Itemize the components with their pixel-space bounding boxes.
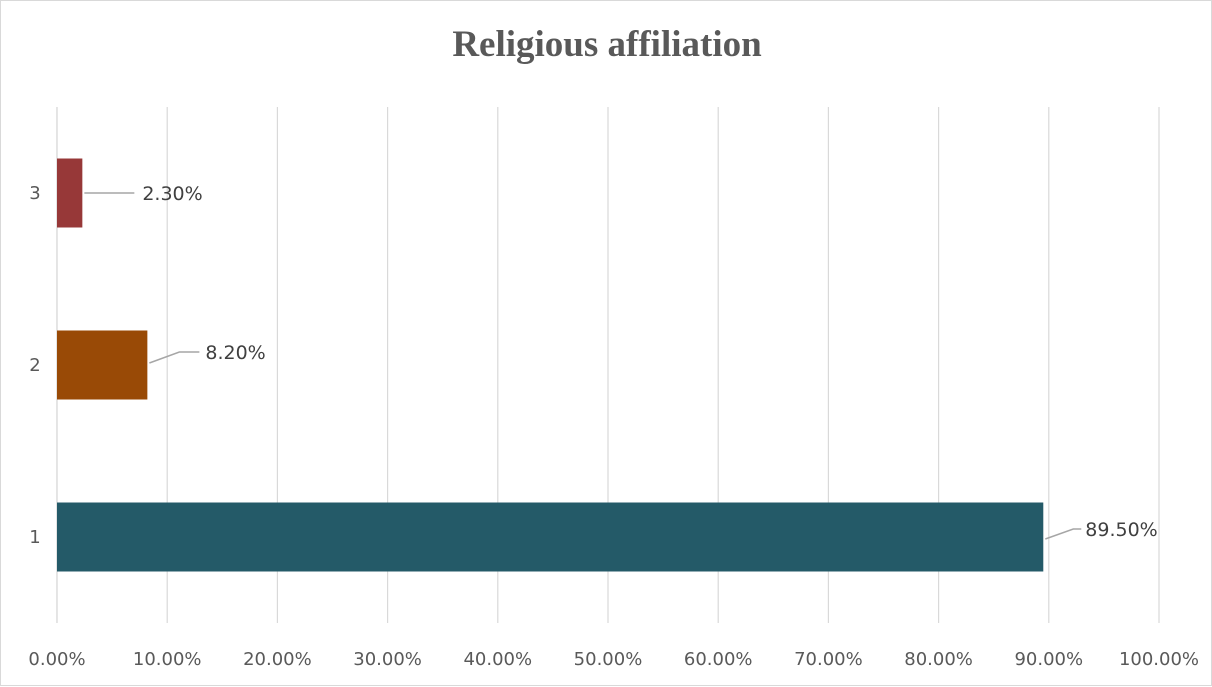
leader-line-2	[149, 351, 200, 364]
x-tick-label-9: 90.00%	[1014, 649, 1083, 670]
chart-title: Religious affiliation	[452, 24, 762, 65]
bar-1	[57, 502, 1044, 572]
data-label-2: 8.20%	[205, 342, 265, 364]
x-tick-label-4: 40.00%	[463, 649, 532, 670]
x-tick-label-7: 70.00%	[794, 649, 863, 670]
data-label-1: 89.50%	[1085, 519, 1157, 541]
x-tick-label-8: 80.00%	[904, 649, 973, 670]
x-tick-label-6: 60.00%	[684, 649, 753, 670]
x-tick-label-3: 30.00%	[353, 649, 422, 670]
y-tick-label-2: 2	[29, 355, 40, 376]
y-tick-label-3: 3	[29, 183, 40, 204]
x-tick-label-10: 100.00%	[1119, 649, 1199, 670]
bar-3	[57, 158, 83, 228]
x-tick-label-5: 50.00%	[574, 649, 643, 670]
bar-2	[57, 330, 148, 400]
x-tick-label-1: 10.00%	[133, 649, 202, 670]
y-tick-label-1: 1	[29, 527, 40, 548]
leader-line-1	[1045, 528, 1082, 540]
x-tick-label-2: 20.00%	[243, 649, 312, 670]
data-label-3: 2.30%	[142, 183, 202, 205]
x-tick-label-0: 0.00%	[28, 649, 85, 670]
